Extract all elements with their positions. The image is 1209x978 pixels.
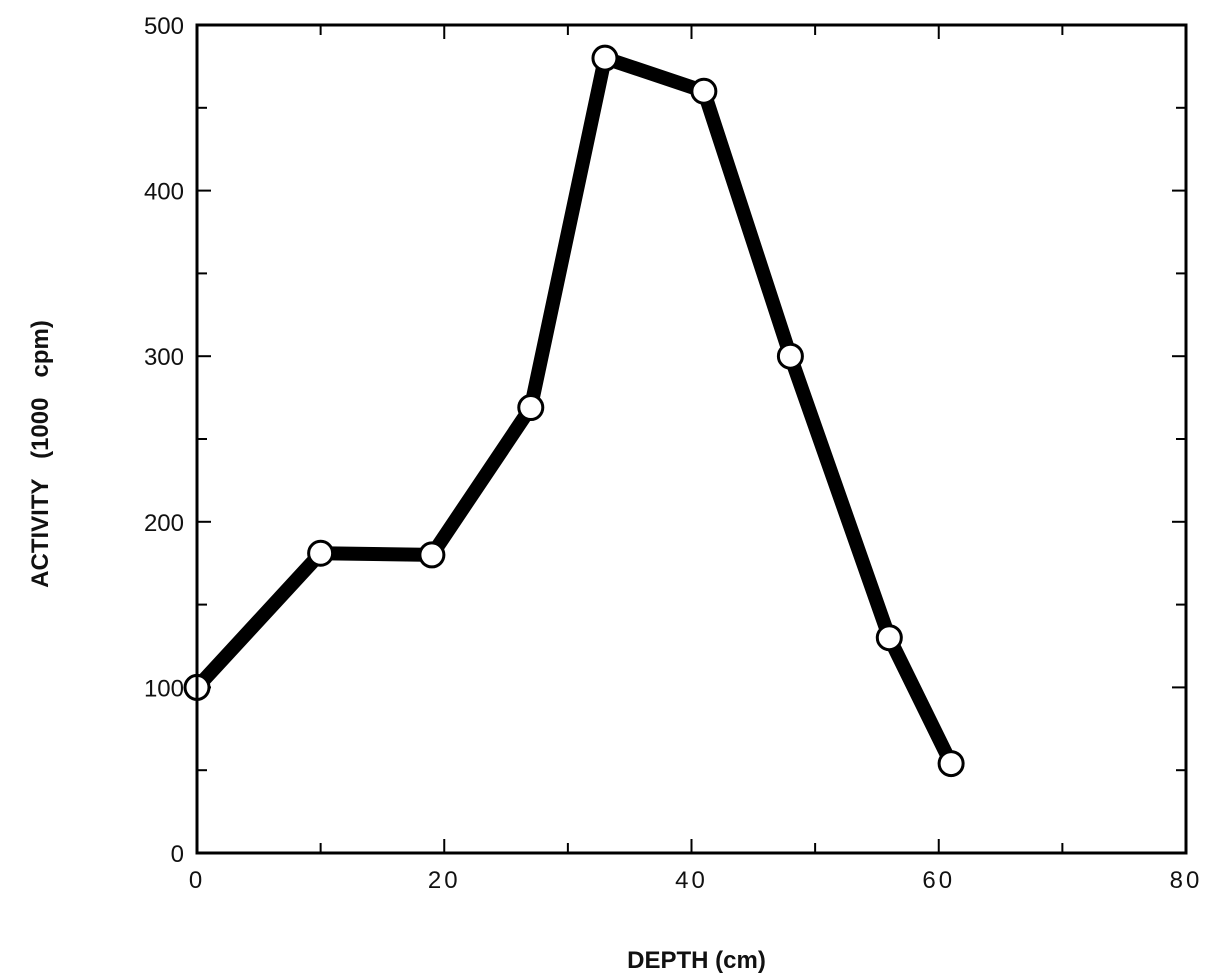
data-point <box>420 543 444 567</box>
y-tick-label: 300 <box>144 344 184 371</box>
y-tick-label: 0 <box>171 841 184 868</box>
data-point <box>593 46 617 70</box>
y-axis-title: ACTIVITY (1000 cpm) <box>27 320 54 588</box>
x-tick-label: 60 <box>922 867 955 894</box>
y-tick-label: 500 <box>144 13 184 40</box>
y-tick-label: 400 <box>144 179 184 206</box>
x-tick-label: 40 <box>675 867 708 894</box>
series-layer <box>185 46 963 775</box>
x-tick-label: 80 <box>1170 867 1203 894</box>
series-line <box>197 58 951 763</box>
x-tick-label: 0 <box>189 867 205 894</box>
data-point <box>877 626 901 650</box>
y-tick-label: 100 <box>144 675 184 702</box>
x-tick-label: 20 <box>428 867 461 894</box>
plot-frame <box>197 25 1186 853</box>
data-point <box>778 344 802 368</box>
ticks-layer <box>197 25 1186 853</box>
x-axis-title: DEPTH (cm) <box>627 947 766 974</box>
labels-layer: 0 20 40 60 80 0 100 200 300 400 500 <box>144 13 1202 894</box>
data-point <box>309 541 333 565</box>
data-point <box>939 752 963 776</box>
data-point <box>692 79 716 103</box>
y-tick-label: 200 <box>144 510 184 537</box>
data-point <box>519 396 543 420</box>
